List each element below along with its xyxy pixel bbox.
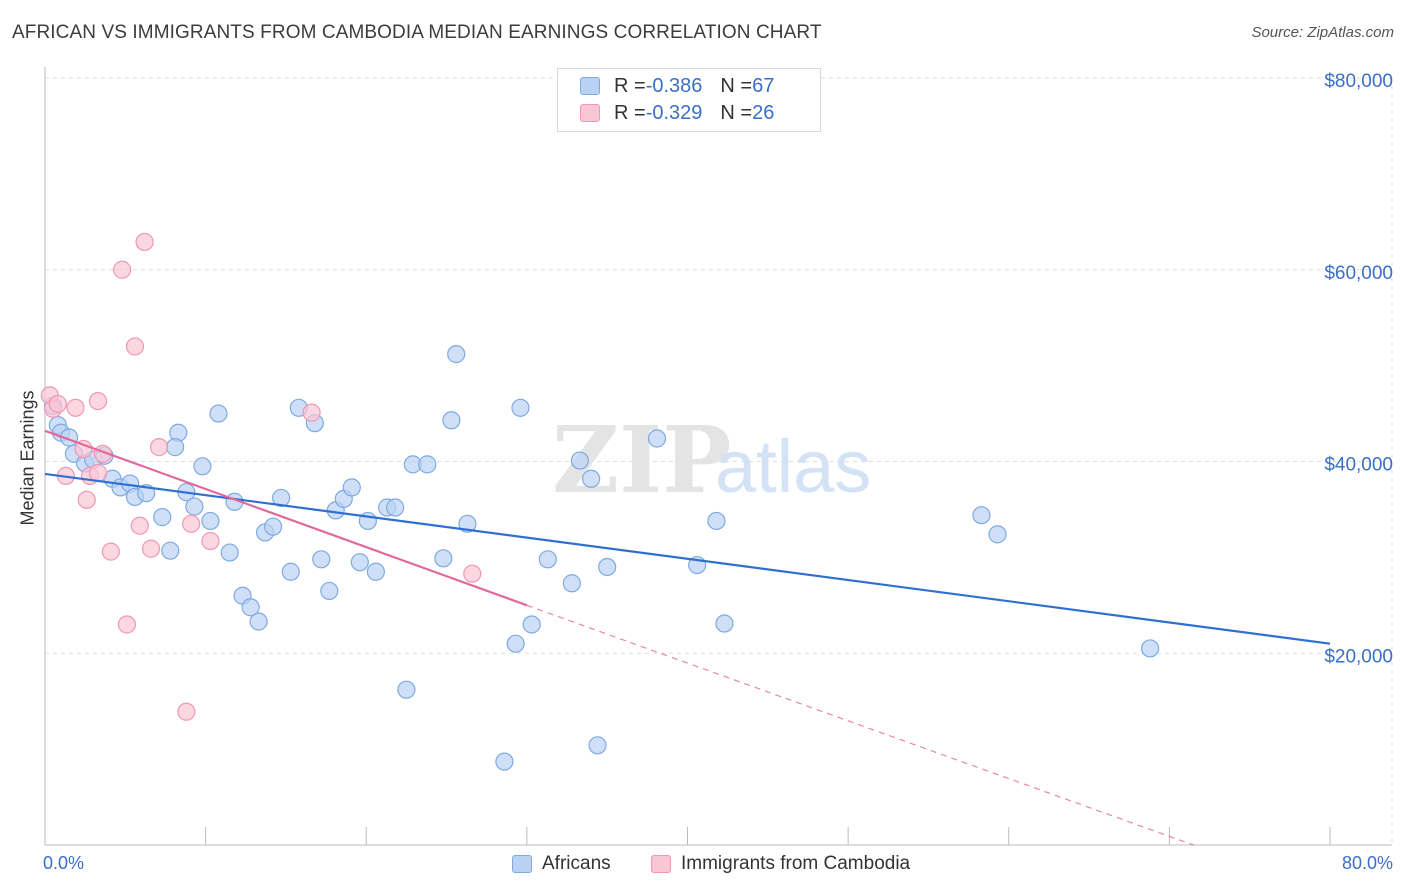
legend-row-cambodia: R = -0.329 N = 26 (580, 100, 774, 126)
africans-point (312, 550, 331, 569)
africans-point (570, 451, 589, 470)
cambodia-point (117, 615, 137, 634)
cambodia-swatch (580, 104, 600, 122)
legend-r-label: R = (614, 74, 646, 97)
cambodia-point (130, 516, 149, 535)
legend-n-value: 26 (752, 101, 775, 124)
africans-point (598, 557, 617, 577)
cambodia-trend-line (44, 429, 528, 607)
y-axis-label: Median Earnings (17, 390, 38, 526)
axes (44, 67, 1392, 846)
africans-point (538, 550, 557, 569)
africans-point (350, 553, 369, 572)
cambodia-point (149, 438, 169, 457)
y-tick-labels: $20,000 $40,000 $60,000 $80,000 (1324, 71, 1393, 667)
cambodia-swatch (651, 855, 671, 873)
africans-point (263, 517, 283, 536)
cambodia-point (141, 539, 161, 558)
cambodia-point (177, 702, 196, 721)
africans-point (442, 411, 461, 430)
africans-trend-line (44, 472, 1331, 645)
y-tick-label: $60,000 (1324, 263, 1393, 284)
africans-point (249, 612, 268, 631)
cambodia-point (182, 514, 201, 533)
africans-point (588, 736, 607, 755)
legend-label-africans: Africans (542, 853, 611, 874)
africans-point (193, 457, 212, 476)
africans-point (988, 525, 1007, 544)
legend-n-label: N = (720, 74, 753, 97)
cambodia-point (201, 531, 220, 551)
legend-n-value: 67 (752, 74, 775, 97)
cambodia-trend-extension (526, 604, 1194, 846)
africans-point (320, 581, 339, 601)
legend-r-label: R = (614, 101, 646, 124)
chart-title: AFRICAN VS IMMIGRANTS FROM CAMBODIA MEDI… (12, 22, 822, 43)
cambodia-point (302, 403, 321, 422)
africans-point (458, 514, 477, 533)
africans-point (185, 497, 204, 516)
legend-label-cambodia: Immigrants from Cambodia (681, 853, 911, 874)
africans-point (495, 752, 514, 771)
cambodia-point (101, 542, 120, 561)
cambodia-point (112, 260, 132, 279)
legend-r-value: -0.329 (645, 101, 703, 124)
legend-item-africans[interactable]: Africans (512, 852, 611, 876)
legend-item-cambodia[interactable]: Immigrants from Cambodia (651, 852, 910, 876)
africans-point (562, 574, 581, 593)
trend-lines (44, 429, 1331, 846)
africans-point (418, 455, 437, 474)
cambodia-point (463, 564, 482, 583)
cambodia-point (88, 463, 108, 483)
africans-point (201, 511, 220, 531)
africans-point (153, 508, 172, 527)
africans-point (715, 614, 734, 633)
cambodia-point (74, 439, 93, 459)
cambodia-point (88, 391, 108, 411)
cambodia-point (135, 232, 154, 252)
africans-point (161, 541, 180, 560)
africans-point (220, 543, 239, 562)
cambodia-point (66, 398, 85, 417)
y-tick-label: $20,000 (1324, 646, 1393, 667)
africans-point (397, 680, 416, 699)
africans-point (522, 615, 541, 634)
africans-point (647, 429, 667, 448)
africans-point (241, 598, 260, 617)
africans-point (511, 398, 530, 417)
africans-point (506, 634, 525, 653)
cambodia-point (77, 490, 96, 509)
legend-n-label: N = (720, 101, 753, 124)
africans-point (1140, 639, 1160, 658)
africans-point (342, 478, 361, 497)
africans-point (272, 488, 291, 508)
africans-point (281, 562, 300, 581)
watermark-atlas: atlas (715, 425, 871, 508)
x-min-label: 0.0% (43, 853, 85, 873)
y-tick-label: $80,000 (1324, 71, 1393, 92)
africans-point (972, 506, 991, 525)
africans-swatch (512, 855, 532, 873)
x-max-label: 80.0% (1341, 853, 1393, 873)
legend-row-africans: R = -0.386 N = 67 (580, 73, 774, 99)
legend-r-value: -0.386 (645, 74, 703, 97)
africans-point (386, 498, 405, 517)
africans-swatch (580, 77, 600, 95)
africans-point (166, 438, 185, 457)
africans-point (707, 511, 726, 531)
africans-point (434, 549, 453, 568)
watermark: ZIP atlas (552, 406, 871, 514)
y-tick-label: $40,000 (1324, 455, 1393, 476)
africans-point (447, 345, 466, 364)
africans-point (209, 404, 228, 423)
cambodia-point (48, 394, 67, 414)
source-attribution: Source: ZipAtlas.com (1251, 24, 1394, 41)
africans-point (366, 562, 385, 581)
correlation-legend: R = -0.386 N = 67 R = -0.329 N = 26 (557, 68, 821, 132)
africans-point (582, 469, 601, 488)
cambodia-point (125, 337, 145, 356)
